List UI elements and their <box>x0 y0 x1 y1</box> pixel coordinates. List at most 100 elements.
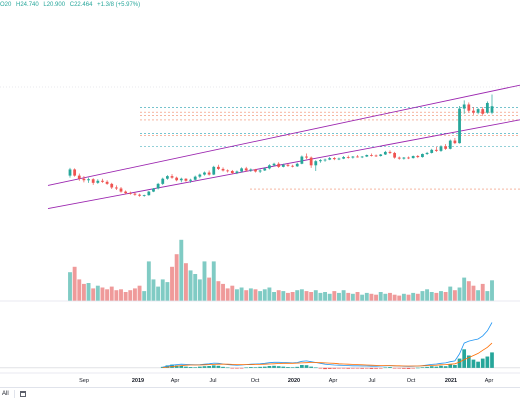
volume-bar <box>383 293 388 301</box>
volume-bar <box>476 290 481 301</box>
candle-body <box>393 152 397 158</box>
volume-bar <box>360 294 365 301</box>
candle-body <box>217 166 220 169</box>
candle-body <box>82 178 86 181</box>
volume-bar <box>290 292 295 301</box>
indicator-histogram-bar <box>332 367 337 369</box>
candle-body <box>383 151 387 155</box>
indicator-histogram-bar <box>313 367 318 369</box>
volume-bar <box>337 292 341 301</box>
volume-bar <box>244 290 249 301</box>
candle-body <box>360 156 364 158</box>
candle-body <box>198 174 202 177</box>
volume-bar <box>276 290 281 301</box>
candle-body <box>286 164 290 166</box>
indicator-histogram-bar <box>429 366 434 368</box>
indicator-histogram-bar <box>207 366 211 368</box>
volume-bar <box>318 292 323 301</box>
indicator-histogram-bar <box>216 365 221 368</box>
candle-body <box>434 149 438 151</box>
volume-bar <box>183 263 188 301</box>
volume-bar <box>77 279 82 301</box>
volume-bar <box>411 292 416 301</box>
indicator-histogram-bar <box>300 364 304 368</box>
indicator-histogram-bar <box>262 366 267 368</box>
volume-bar <box>323 292 328 301</box>
indicator-histogram-bar <box>392 367 397 369</box>
indicator-histogram-bar <box>211 365 216 368</box>
indicator-histogram-bar <box>290 367 295 368</box>
volume-bar <box>309 292 314 301</box>
candle-body <box>458 108 461 144</box>
x-tick-label: Apr <box>485 378 494 384</box>
volume-bar <box>188 270 193 301</box>
indicator-histogram-bar <box>235 367 239 369</box>
x-tick-label: Oct <box>251 378 260 384</box>
candle-body <box>87 179 90 181</box>
candle-body <box>411 156 415 159</box>
volume-bar <box>193 274 198 301</box>
volume-bar <box>248 288 253 301</box>
candle-body <box>240 168 243 172</box>
indicator-histogram-bar <box>471 359 476 368</box>
indicator-histogram-bar <box>179 365 184 368</box>
volume-bar <box>443 292 448 301</box>
indicator-histogram-bar <box>197 366 202 368</box>
volume-bar <box>350 293 355 301</box>
candle-body <box>439 146 443 151</box>
candle-body <box>226 170 230 172</box>
indicator-histogram-bar <box>355 367 360 369</box>
calendar-icon[interactable] <box>20 391 26 397</box>
volume-bar <box>406 294 411 301</box>
candle-body <box>356 156 359 158</box>
range-all-button[interactable]: All <box>2 391 9 397</box>
trend-channel <box>47 84 520 210</box>
ohlc-readout: O20 H24.740 L20.900 C22.464 +1.3/8 (+5.9… <box>0 2 143 8</box>
volume-bar <box>439 291 443 301</box>
candle-body <box>472 110 475 113</box>
indicator-histogram-bar <box>420 367 425 368</box>
indicator-histogram-bar <box>304 365 309 368</box>
indicator-line2 <box>162 342 493 368</box>
candle-body <box>453 140 457 144</box>
volume-bar <box>369 293 374 301</box>
toolbar-divider <box>14 390 15 398</box>
candle-body <box>193 176 197 180</box>
candle-body <box>184 178 188 181</box>
volume-bar <box>346 292 351 301</box>
volume-bar <box>304 291 309 301</box>
volume-bar <box>142 291 147 301</box>
volume-bar <box>355 292 360 301</box>
volume-bar <box>221 283 225 301</box>
indicator-histogram-bar <box>490 352 494 368</box>
close-value: C22.464 <box>69 2 93 8</box>
indicator-histogram-bar <box>327 367 332 369</box>
candle-body <box>481 109 485 114</box>
candle-body <box>397 157 401 159</box>
candle-body <box>309 157 313 166</box>
volume-bar <box>95 285 100 301</box>
high-value: H24.740 <box>16 2 39 8</box>
volume-bar <box>72 266 77 301</box>
volume-bar <box>114 290 119 301</box>
indicator-histogram-bar <box>323 367 327 370</box>
low-value: L20.900 <box>43 2 66 8</box>
horizontal-levels <box>140 107 520 190</box>
candle-body <box>119 188 123 192</box>
volume-bar <box>457 287 462 301</box>
volume-bar <box>471 285 476 301</box>
candle-body <box>142 195 146 196</box>
volume-bar <box>295 290 300 301</box>
indicator-histogram-bar <box>383 367 388 369</box>
candle-body <box>351 156 355 158</box>
candle-body <box>421 153 424 158</box>
candle-body <box>291 165 294 167</box>
volume-bar <box>239 287 244 301</box>
candle-body <box>189 179 192 181</box>
indicator-histogram-bar <box>225 367 230 369</box>
indicator-histogram-bar <box>462 349 467 368</box>
candle-body <box>430 149 434 153</box>
volume-bar <box>146 261 151 301</box>
indicator-histogram-bar <box>457 358 462 368</box>
